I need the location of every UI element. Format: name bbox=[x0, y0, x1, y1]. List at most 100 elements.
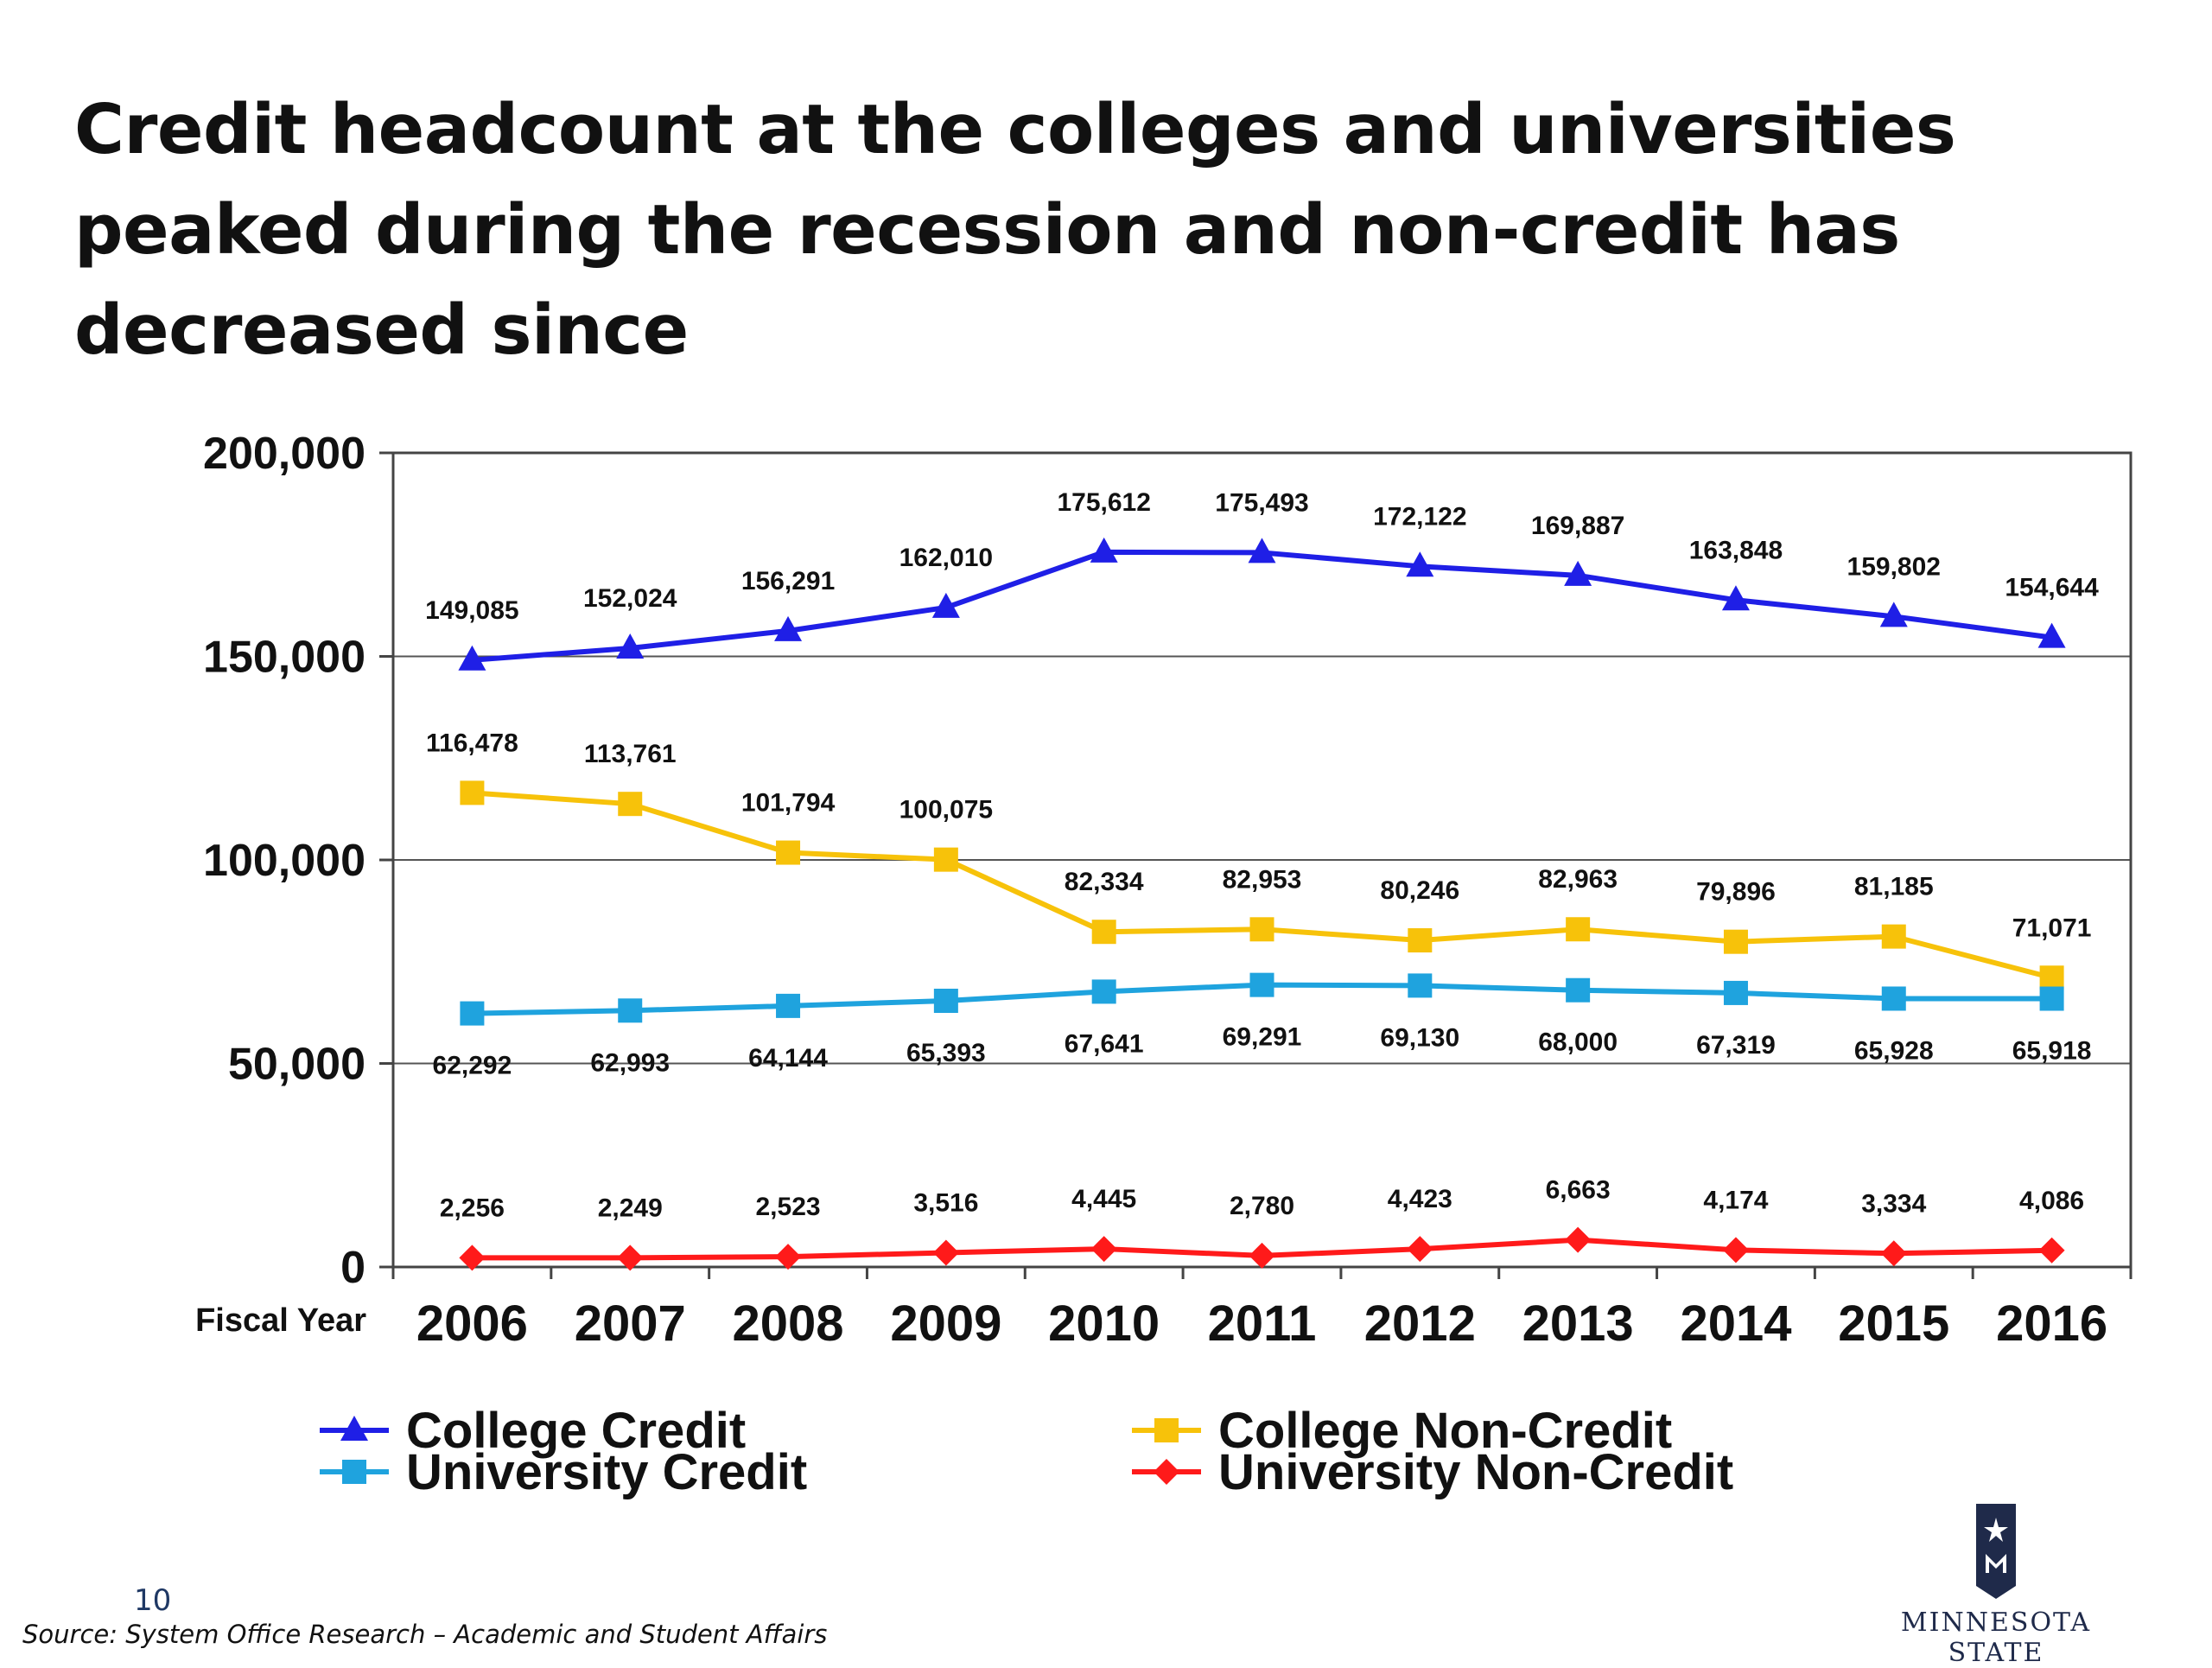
college-credit-data-label: 154,644 bbox=[2005, 574, 2099, 602]
college-non-credit-point bbox=[1566, 917, 1591, 942]
college-credit-data-label: 175,493 bbox=[1215, 488, 1308, 517]
college-credit-point bbox=[1090, 537, 1118, 563]
x-tick-label: 2011 bbox=[1208, 1296, 1317, 1352]
x-tick-label: 2010 bbox=[1048, 1296, 1160, 1352]
university-non-credit-point bbox=[1722, 1237, 1749, 1264]
college-credit-point bbox=[1248, 538, 1276, 563]
college-credit-point bbox=[931, 592, 960, 618]
legend-marker-college-non-credit bbox=[1154, 1418, 1179, 1442]
x-tick-label: 2012 bbox=[1364, 1296, 1476, 1352]
college-non-credit-data-label: 71,071 bbox=[2012, 914, 2092, 942]
university-credit-data-label: 65,393 bbox=[906, 1039, 986, 1067]
college-credit-data-label: 149,085 bbox=[425, 596, 518, 625]
university-credit-data-label: 69,130 bbox=[1380, 1023, 1459, 1052]
y-tick-label: 150,000 bbox=[203, 633, 365, 683]
college-credit-point bbox=[1879, 602, 1908, 627]
legend-label-university-non-credit: University Non-Credit bbox=[1218, 1444, 1733, 1500]
college-non-credit-data-label: 82,953 bbox=[1223, 865, 1302, 894]
x-tick-label: 2006 bbox=[416, 1296, 528, 1352]
college-credit-point bbox=[1406, 551, 1434, 577]
x-tick-label: 2013 bbox=[1522, 1296, 1634, 1352]
university-credit-point bbox=[1881, 986, 1906, 1011]
university-non-credit-data-label: 2,256 bbox=[440, 1194, 505, 1222]
legend-marker-university-credit bbox=[342, 1460, 366, 1484]
college-non-credit-point bbox=[933, 847, 958, 872]
source-note: Source: System Office Research – Academi… bbox=[22, 1620, 828, 1649]
university-non-credit-data-label: 4,174 bbox=[1703, 1186, 1768, 1214]
college-credit-data-label: 163,848 bbox=[1689, 536, 1783, 564]
university-non-credit-data-label: 2,780 bbox=[1230, 1192, 1294, 1220]
y-tick-label: 100,000 bbox=[203, 836, 365, 886]
college-credit-point bbox=[774, 615, 803, 641]
college-non-credit-point bbox=[1881, 924, 1906, 949]
college-non-credit-data-label: 116,478 bbox=[426, 729, 518, 757]
university-credit-point bbox=[1091, 979, 1116, 1004]
university-non-credit-data-label: 3,334 bbox=[1861, 1189, 1926, 1218]
university-non-credit-point bbox=[2038, 1237, 2065, 1264]
college-non-credit-data-label: 81,185 bbox=[1854, 873, 1934, 901]
college-credit-line bbox=[472, 549, 2052, 663]
college-credit-point bbox=[1564, 560, 1592, 586]
legend-label-college-non-credit: College Non-Credit bbox=[1218, 1403, 1672, 1459]
legend-marker-university-non-credit bbox=[1154, 1459, 1179, 1485]
college-non-credit-point bbox=[1723, 929, 1748, 954]
y-tick-label: 200,000 bbox=[203, 429, 365, 479]
college-credit-point bbox=[1721, 585, 1750, 611]
college-non-credit-data-label: 113,761 bbox=[584, 740, 677, 768]
college-credit-data-label: 152,024 bbox=[583, 584, 677, 613]
university-credit-data-label: 62,993 bbox=[590, 1048, 670, 1077]
university-credit-data-label: 67,319 bbox=[1696, 1031, 1776, 1060]
university-credit-point bbox=[618, 998, 643, 1023]
college-non-credit-point bbox=[2039, 965, 2064, 990]
college-credit-point bbox=[458, 645, 486, 671]
x-tick-label: 2016 bbox=[1996, 1296, 2107, 1352]
university-non-credit-point bbox=[617, 1245, 644, 1271]
university-non-credit-point bbox=[1090, 1236, 1117, 1263]
college-credit-point bbox=[2037, 622, 2066, 648]
university-credit-point bbox=[1249, 972, 1274, 997]
star-m-icon bbox=[1976, 1504, 2016, 1599]
university-credit-data-label: 65,928 bbox=[1854, 1036, 1934, 1065]
university-non-credit-point bbox=[459, 1245, 486, 1271]
university-non-credit-point bbox=[1565, 1226, 1592, 1253]
college-credit-data-label: 162,010 bbox=[899, 544, 993, 572]
university-credit-data-label: 67,641 bbox=[1065, 1029, 1144, 1058]
college-non-credit-point bbox=[776, 840, 801, 865]
college-non-credit-point bbox=[460, 780, 485, 805]
x-tick-label: 2015 bbox=[1838, 1296, 1949, 1352]
university-non-credit-data-label: 4,445 bbox=[1071, 1185, 1136, 1213]
college-non-credit-data-label: 79,896 bbox=[1696, 878, 1776, 907]
college-credit-data-label: 172,122 bbox=[1373, 502, 1466, 531]
university-credit-point bbox=[776, 993, 801, 1018]
x-tick-label: 2009 bbox=[890, 1296, 1001, 1352]
slide-number: 10 bbox=[134, 1583, 172, 1618]
y-tick-label: 0 bbox=[340, 1243, 365, 1293]
x-tick-label: 2007 bbox=[575, 1296, 686, 1352]
college-non-credit-point bbox=[1091, 920, 1116, 945]
university-credit-data-label: 68,000 bbox=[1538, 1028, 1618, 1057]
university-credit-point bbox=[460, 1001, 485, 1026]
university-non-credit-data-label: 2,249 bbox=[598, 1194, 663, 1222]
university-credit-data-label: 69,291 bbox=[1223, 1023, 1302, 1052]
university-non-credit-point bbox=[775, 1244, 802, 1270]
college-non-credit-point bbox=[618, 792, 643, 817]
university-non-credit-point bbox=[932, 1239, 959, 1266]
x-axis-title: Fiscal Year bbox=[195, 1302, 366, 1339]
minnesota-state-logo: MINNESOTA STATE bbox=[1858, 1504, 2134, 1668]
university-credit-data-label: 62,292 bbox=[433, 1052, 512, 1080]
college-non-credit-data-label: 82,963 bbox=[1538, 865, 1618, 894]
university-credit-point bbox=[933, 988, 958, 1013]
college-non-credit-data-label: 80,246 bbox=[1380, 876, 1459, 905]
legend-label-university-credit: University Credit bbox=[406, 1444, 807, 1500]
college-credit-point bbox=[616, 633, 645, 659]
university-non-credit-point bbox=[1249, 1242, 1275, 1269]
university-credit-point bbox=[1723, 980, 1748, 1005]
university-non-credit-data-label: 3,516 bbox=[913, 1188, 978, 1217]
university-non-credit-data-label: 4,086 bbox=[2019, 1187, 2084, 1215]
college-non-credit-point bbox=[1408, 928, 1433, 953]
university-credit-data-label: 65,918 bbox=[2012, 1037, 2092, 1066]
y-tick-label: 50,000 bbox=[228, 1040, 365, 1090]
legend-marker-college-credit bbox=[340, 1416, 368, 1441]
college-credit-data-label: 156,291 bbox=[741, 567, 835, 595]
